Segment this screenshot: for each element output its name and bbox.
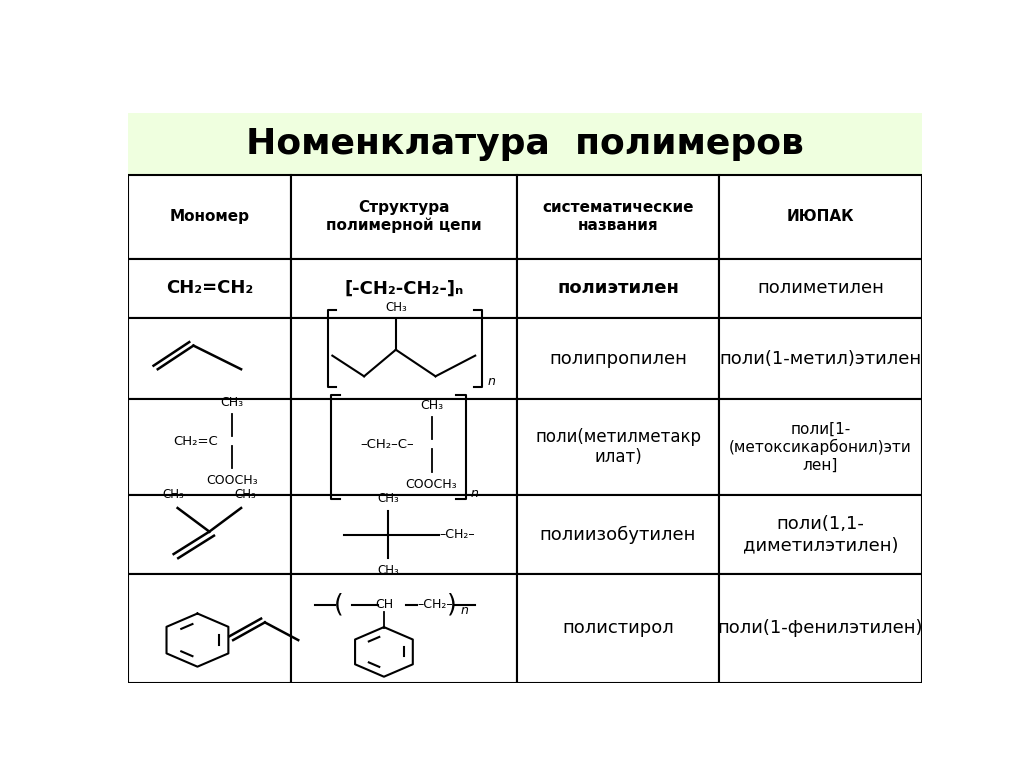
Bar <box>128 92 922 113</box>
Text: CH₃: CH₃ <box>420 399 443 412</box>
Text: CH₃: CH₃ <box>385 301 407 314</box>
Text: полипропилен: полипропилен <box>549 350 687 367</box>
Text: –CH₂–C–: –CH₂–C– <box>360 437 414 450</box>
Text: Мономер: Мономер <box>169 209 250 224</box>
Text: CH: CH <box>375 598 393 611</box>
Text: ): ) <box>446 593 457 617</box>
Text: n: n <box>470 486 478 499</box>
Bar <box>128 399 291 495</box>
Bar <box>291 399 517 495</box>
Text: поли[1-
(метоксикарбонил)эти
лен]: поли[1- (метоксикарбонил)эти лен] <box>729 421 911 472</box>
Text: Номенклатура  полимеров: Номенклатура полимеров <box>246 127 804 161</box>
Text: поли(метилметакр
илат): поли(метилметакр илат) <box>536 427 701 466</box>
Text: –CH₂–: –CH₂– <box>439 528 475 541</box>
Bar <box>128 258 291 318</box>
Bar <box>128 495 291 574</box>
Text: CH₃: CH₃ <box>163 488 184 501</box>
Bar <box>291 318 517 399</box>
Text: –CH₂–: –CH₂– <box>418 598 454 611</box>
Bar <box>719 258 922 318</box>
Bar <box>517 574 719 683</box>
Bar <box>291 495 517 574</box>
Text: COOCH₃: COOCH₃ <box>406 479 458 491</box>
Text: ИЮПАК: ИЮПАК <box>786 209 854 224</box>
Text: полиметилен: полиметилен <box>757 279 884 298</box>
Bar <box>517 175 719 258</box>
Bar <box>719 318 922 399</box>
Bar <box>517 495 719 574</box>
Text: (: ( <box>334 593 344 617</box>
Bar <box>719 495 922 574</box>
Bar <box>719 399 922 495</box>
Text: полистирол: полистирол <box>562 619 674 637</box>
Text: Структура
полимерной цепи: Структура полимерной цепи <box>326 200 481 233</box>
Bar <box>517 399 719 495</box>
Bar <box>128 574 291 683</box>
Text: CH₃: CH₃ <box>234 488 256 501</box>
Text: [-CH₂-CH₂-]ₙ: [-CH₂-CH₂-]ₙ <box>344 279 464 298</box>
Text: CH₂=C: CH₂=C <box>174 435 218 448</box>
Text: систематические
названия: систематические названия <box>543 200 694 233</box>
Bar <box>719 175 922 258</box>
Bar <box>719 574 922 683</box>
Text: полиизобутилен: полиизобутилен <box>540 525 696 544</box>
Bar <box>128 175 291 258</box>
Text: поли(1,1-
диметилэтилен): поли(1,1- диметилэтилен) <box>742 515 898 554</box>
Bar <box>291 175 517 258</box>
Bar <box>128 113 922 175</box>
Text: COOCH₃: COOCH₃ <box>206 473 257 486</box>
Bar <box>517 318 719 399</box>
Bar <box>291 574 517 683</box>
Bar <box>291 258 517 318</box>
Text: n: n <box>461 604 469 617</box>
Text: CH₂=CH₂: CH₂=CH₂ <box>166 279 253 298</box>
Text: CH₃: CH₃ <box>220 396 243 409</box>
Text: поли(1-фенилэтилен): поли(1-фенилэтилен) <box>718 619 924 637</box>
Bar <box>128 318 291 399</box>
Bar <box>517 258 719 318</box>
Text: полиэтилен: полиэтилен <box>557 279 679 298</box>
Text: CH₃: CH₃ <box>377 564 398 577</box>
Text: поли(1-метил)этилен: поли(1-метил)этилен <box>719 350 922 367</box>
Text: CH₃: CH₃ <box>377 492 398 505</box>
Text: n: n <box>487 374 495 387</box>
